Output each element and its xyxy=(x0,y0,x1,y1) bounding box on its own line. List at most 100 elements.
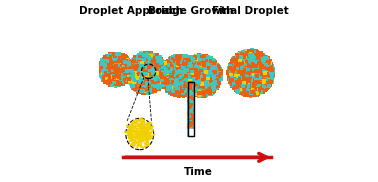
Point xyxy=(251,85,257,88)
Point xyxy=(230,72,236,75)
Point xyxy=(244,88,250,91)
Point xyxy=(197,60,203,63)
Point xyxy=(210,91,216,94)
Point xyxy=(111,74,117,77)
Point xyxy=(99,66,105,69)
Point xyxy=(188,93,194,96)
Point xyxy=(150,53,156,56)
Point xyxy=(188,103,194,106)
Point xyxy=(115,84,121,87)
Point xyxy=(248,74,254,77)
Point xyxy=(184,58,191,61)
Point xyxy=(210,84,216,87)
Point xyxy=(186,88,192,90)
Point xyxy=(252,92,258,94)
Point xyxy=(108,72,114,75)
Point xyxy=(134,86,140,89)
Point xyxy=(193,88,199,90)
Point xyxy=(189,124,195,127)
Point xyxy=(174,77,180,80)
Point xyxy=(147,83,153,86)
Point xyxy=(175,61,181,64)
Point xyxy=(255,80,261,82)
Point xyxy=(254,58,260,61)
Point xyxy=(112,53,118,56)
Point xyxy=(112,67,118,70)
Point xyxy=(131,77,137,80)
Point xyxy=(259,70,265,73)
Point xyxy=(244,60,250,63)
Point xyxy=(210,82,216,85)
Point xyxy=(196,95,202,98)
Point xyxy=(213,70,219,72)
Point xyxy=(177,82,183,85)
Point xyxy=(196,90,202,93)
Point xyxy=(186,115,192,118)
Point xyxy=(216,78,222,80)
Point xyxy=(113,71,119,74)
Point xyxy=(214,63,220,66)
Point xyxy=(242,83,248,86)
Point xyxy=(178,87,184,90)
Point xyxy=(154,86,160,89)
Point xyxy=(153,88,159,91)
Point xyxy=(128,66,134,69)
Point xyxy=(170,93,177,96)
Point xyxy=(121,56,127,59)
Point xyxy=(127,64,133,67)
Point xyxy=(194,68,200,71)
Point xyxy=(187,92,194,95)
Point xyxy=(199,80,205,83)
Point xyxy=(189,120,195,122)
Point xyxy=(124,64,130,67)
Point xyxy=(136,60,142,63)
Point xyxy=(187,117,194,120)
Point xyxy=(193,66,199,69)
Point xyxy=(247,74,253,77)
Point xyxy=(243,61,249,64)
Point xyxy=(120,66,126,69)
Point xyxy=(130,66,136,69)
Point xyxy=(240,84,246,87)
Point xyxy=(213,66,219,69)
Point xyxy=(195,79,201,82)
Point xyxy=(208,57,214,60)
Point xyxy=(184,81,190,84)
Point xyxy=(243,56,249,59)
Point xyxy=(249,81,255,84)
Point xyxy=(270,74,276,77)
Point xyxy=(253,76,259,79)
Point xyxy=(125,76,131,79)
Point xyxy=(262,65,268,68)
Point xyxy=(245,85,251,88)
Point xyxy=(140,71,146,74)
Point xyxy=(183,85,189,88)
Point xyxy=(157,73,163,76)
Point xyxy=(161,66,167,69)
Point xyxy=(104,78,110,80)
Point xyxy=(189,126,195,129)
Point xyxy=(197,72,203,75)
Point xyxy=(201,94,207,96)
Point xyxy=(187,88,193,91)
Point xyxy=(206,77,212,80)
Point xyxy=(162,77,168,80)
Point xyxy=(235,85,241,88)
Point xyxy=(186,88,192,91)
Point xyxy=(129,84,135,87)
Point xyxy=(178,75,184,78)
Point xyxy=(226,70,232,73)
Point xyxy=(237,89,243,92)
Point xyxy=(212,69,218,72)
Point xyxy=(184,64,191,67)
Point xyxy=(104,71,110,74)
Point xyxy=(239,52,245,54)
Point xyxy=(189,87,195,90)
Point xyxy=(194,76,200,79)
Point xyxy=(175,67,181,70)
Point xyxy=(160,69,166,72)
Point xyxy=(256,54,262,57)
Point xyxy=(136,86,143,89)
Point xyxy=(190,111,196,114)
Point xyxy=(200,70,206,72)
